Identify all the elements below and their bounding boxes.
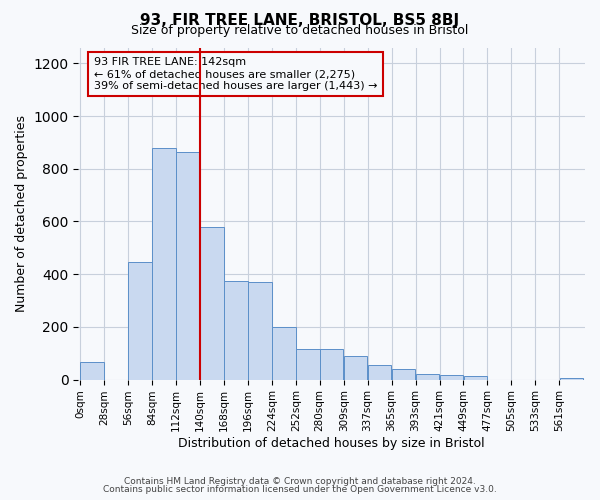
Bar	[392, 368, 415, 380]
Bar	[272, 327, 296, 380]
X-axis label: Distribution of detached houses by size in Bristol: Distribution of detached houses by size …	[178, 437, 485, 450]
Text: Contains public sector information licensed under the Open Government Licence v3: Contains public sector information licen…	[103, 485, 497, 494]
Bar	[248, 282, 272, 380]
Text: Size of property relative to detached houses in Bristol: Size of property relative to detached ho…	[131, 24, 469, 37]
Bar	[440, 375, 463, 380]
Bar	[152, 148, 176, 380]
Bar	[224, 281, 248, 380]
Bar	[560, 378, 583, 380]
Bar	[416, 374, 439, 380]
Bar	[368, 365, 391, 380]
Bar	[344, 356, 367, 380]
Bar	[176, 152, 200, 380]
Bar	[80, 362, 104, 380]
Bar	[200, 226, 224, 380]
Text: Contains HM Land Registry data © Crown copyright and database right 2024.: Contains HM Land Registry data © Crown c…	[124, 477, 476, 486]
Bar	[128, 262, 152, 380]
Text: 93 FIR TREE LANE: 142sqm
← 61% of detached houses are smaller (2,275)
39% of sem: 93 FIR TREE LANE: 142sqm ← 61% of detach…	[94, 58, 377, 90]
Bar	[464, 376, 487, 380]
Text: 93, FIR TREE LANE, BRISTOL, BS5 8BJ: 93, FIR TREE LANE, BRISTOL, BS5 8BJ	[140, 12, 460, 28]
Bar	[296, 350, 320, 380]
Y-axis label: Number of detached properties: Number of detached properties	[15, 115, 28, 312]
Bar	[320, 350, 343, 380]
